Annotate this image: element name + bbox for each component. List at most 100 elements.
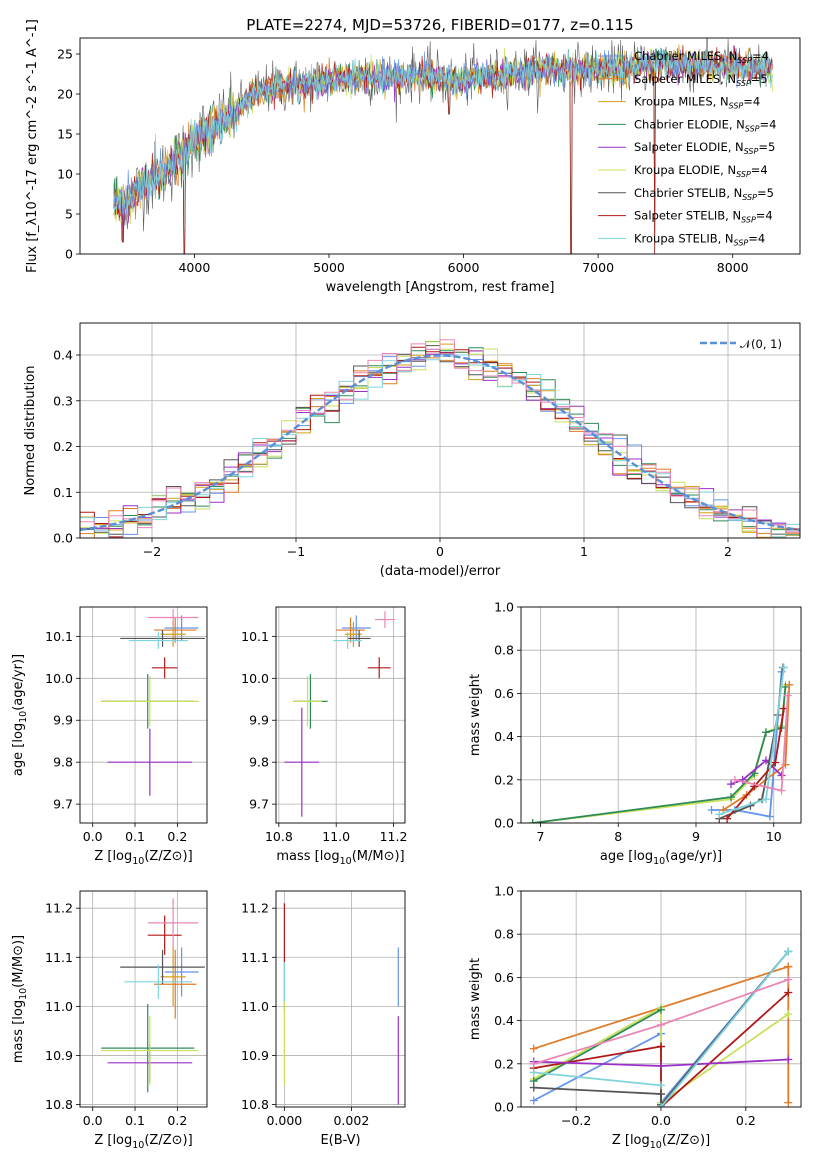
y-tick-label: 11.0 xyxy=(45,999,73,1014)
massweight-vs-metallicity-panel: −0.2 0.0 0.2 0.0 0.2 0.4 0.6 0.8 1.0 Z [log10(Z/Z… xyxy=(468,884,802,1151)
legend-entry: Salpeter ELODIE, NSSP=5 xyxy=(634,140,775,156)
legend-sub: SSP xyxy=(744,147,759,156)
y-tick-label: 9.8 xyxy=(249,755,269,770)
plot-area xyxy=(80,339,800,538)
histogram-step xyxy=(80,354,800,538)
legend-text: Kroupa ELODIE, N xyxy=(634,163,736,177)
label-part: Flux [f_λ10^-17 erg cm^-2 s^-1 A^-1] xyxy=(25,19,40,273)
x-tick-label: 0 xyxy=(436,544,444,559)
label-sub: 10 xyxy=(18,988,29,1000)
x-tick-label: 11.2 xyxy=(380,829,408,844)
x-tick-label: 0.1 xyxy=(125,829,145,844)
figure-title: PLATE=2274, MJD=53726, FIBERID=0177, z=0… xyxy=(246,16,633,34)
legend-text: =4 xyxy=(751,163,768,177)
legend-entry: Chabrier STELIB, NSSP=5 xyxy=(634,186,774,202)
y-tick-label: 9.9 xyxy=(53,713,73,728)
x-tick-label: 7000 xyxy=(582,260,614,275)
mass-vs-ebv-panel: 0.000 0.002 10.8 10.9 11.0 11.1 11.2 E(B-V) xyxy=(241,890,406,1148)
label-part: Z [ xyxy=(94,1133,112,1148)
label-part: mass weight xyxy=(468,674,483,756)
x-tick-label: 0.2 xyxy=(167,829,187,844)
legend-text: Chabrier ELODIE, N xyxy=(634,117,745,131)
x-tick-label: 0.0 xyxy=(651,1113,671,1128)
label-part: Z [ xyxy=(94,849,112,864)
y-tick-label: 10.8 xyxy=(241,1097,269,1112)
x-tick-label: −1 xyxy=(287,544,305,559)
x-axis-label: E(B-V) xyxy=(320,1133,360,1148)
legend-entry: Salpeter MILES, NSSP=5 xyxy=(634,72,768,88)
age-vs-metallicity-panel: 0.0 0.1 0.29.79.89.910.010.1Z [log10(Z/Z⊙)… xyxy=(11,606,208,867)
legend-text: =4 xyxy=(748,231,765,245)
legend-text: Kroupa STELIB, N xyxy=(634,231,734,245)
x-tick-label: 0.0 xyxy=(83,1113,103,1128)
x-tick-label: 0.0 xyxy=(83,829,103,844)
legend-text: Kroupa MILES, N xyxy=(634,95,729,109)
normal-curve xyxy=(80,354,800,532)
x-axis-label: (data-model)/error xyxy=(380,564,501,579)
y-axis-label: Flux [f_λ10^-17 erg cm^-2 s^-1 A^-1] xyxy=(25,19,40,273)
y-tick-label: 5 xyxy=(65,207,73,222)
legend-text: Salpeter STELIB, N xyxy=(634,209,741,223)
plot-area xyxy=(113,38,773,254)
y-tick-label: 0.2 xyxy=(494,1056,514,1071)
x-tick-label: 0.2 xyxy=(736,1113,756,1128)
y-axis-label: mass weight xyxy=(468,674,483,756)
spectrum-line xyxy=(113,47,773,216)
y-tick-label: 0.0 xyxy=(494,816,514,831)
weight-line xyxy=(533,1006,662,1080)
y-tick-label: 10.0 xyxy=(45,671,73,686)
legend-sub: SSP xyxy=(729,102,744,111)
histogram-step xyxy=(80,345,800,535)
x-axis-label: Z [log10(Z/Z⊙)] xyxy=(94,1133,192,1151)
x-tick-label: 0.1 xyxy=(125,1113,145,1128)
x-tick-label: 1 xyxy=(580,544,588,559)
age-vs-mass-panel: 10.8 11.0 11.2 9.7 9.8 9.9 10.0 10.1 mass [log10… xyxy=(241,606,408,867)
label-sub: 10 xyxy=(18,711,29,723)
x-tick-label: 11.0 xyxy=(322,829,350,844)
legend-entry: Chabrier MILES, NSSP=4 xyxy=(634,49,769,65)
residual-histogram-panel: −2 −1 0 1 2 0.0 0.1 0.2 0.3 0.4 (data-model)/error… xyxy=(23,322,801,579)
label-part: mass weight xyxy=(468,958,483,1040)
plot-area xyxy=(101,898,205,1093)
y-tick-label: 11.2 xyxy=(241,901,269,916)
label-sub: 10 xyxy=(340,856,352,867)
legend-entry: Kroupa MILES, NSSP=4 xyxy=(634,95,760,111)
label-part: wavelength [Angstrom, rest frame] xyxy=(326,280,555,295)
legend-sub: SSP xyxy=(737,56,752,65)
y-tick-label: 0.4 xyxy=(494,729,514,744)
y-tick-label: 11.2 xyxy=(45,901,73,916)
x-tick-label: 8 xyxy=(614,829,622,844)
legend-entry: Kroupa STELIB, NSSP=4 xyxy=(634,231,765,247)
weight-line xyxy=(660,991,789,1107)
x-tick-label: 0.2 xyxy=(167,1113,187,1128)
y-tick-label: 9.7 xyxy=(249,797,269,812)
x-axis-label: Z [log10(Z/Z⊙)] xyxy=(612,1133,710,1151)
y-tick-label: 0.4 xyxy=(53,348,73,363)
x-tick-label: 4000 xyxy=(178,260,210,275)
y-tick-label: 11.1 xyxy=(45,950,73,965)
label-part: (M/M⊙)] xyxy=(352,849,405,864)
legend-text: =5 xyxy=(758,140,775,154)
y-tick-label: 0.2 xyxy=(53,439,73,454)
legend-text: =4 xyxy=(752,49,769,63)
label-part: (M/M⊙)] xyxy=(11,935,26,988)
plot-area xyxy=(284,611,395,817)
mass-vs-metallicity-panel: 0.0 0.1 0.210.810.911.011.111.2Z [log10(Z/… xyxy=(11,890,208,1151)
plot-area xyxy=(283,903,399,1105)
label-part: Normed distribution xyxy=(23,366,38,496)
plot-area xyxy=(101,609,205,796)
x-tick-label: −2 xyxy=(143,544,161,559)
axes-frame xyxy=(520,606,802,824)
legend-sub: SSP xyxy=(736,79,751,88)
legend-text: =5 xyxy=(757,186,774,200)
label-part: log xyxy=(633,849,653,864)
legend-text: =5 xyxy=(751,72,768,86)
x-tick-label: 10 xyxy=(766,829,782,844)
y-axis-label: mass weight xyxy=(468,958,483,1040)
y-tick-label: 0.3 xyxy=(53,393,73,408)
x-tick-label: 2 xyxy=(724,544,732,559)
axes-frame xyxy=(79,606,208,824)
x-tick-label: 10.8 xyxy=(265,829,293,844)
label-part: Z [ xyxy=(612,1133,630,1148)
